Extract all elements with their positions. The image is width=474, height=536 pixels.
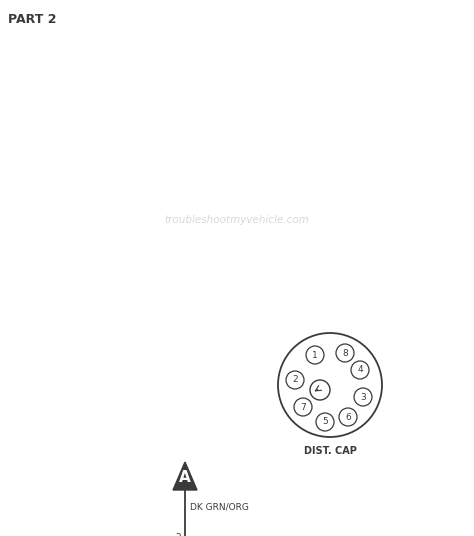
Text: 8: 8: [342, 348, 348, 358]
Text: 6: 6: [345, 413, 351, 421]
Text: 3: 3: [360, 392, 366, 401]
Circle shape: [286, 371, 304, 389]
Text: 7: 7: [300, 403, 306, 412]
Text: A: A: [179, 470, 191, 485]
Polygon shape: [173, 462, 197, 490]
Text: 4: 4: [357, 366, 363, 375]
Text: 2: 2: [292, 376, 298, 384]
Circle shape: [306, 346, 324, 364]
Text: 1: 1: [312, 351, 318, 360]
Text: PART 2: PART 2: [8, 13, 56, 26]
Circle shape: [354, 388, 372, 406]
Text: troubleshootmyvehicle.com: troubleshootmyvehicle.com: [164, 215, 310, 225]
Circle shape: [339, 408, 357, 426]
Text: 5: 5: [322, 418, 328, 427]
Circle shape: [336, 344, 354, 362]
Circle shape: [316, 413, 334, 431]
Circle shape: [351, 361, 369, 379]
Circle shape: [294, 398, 312, 416]
Text: DIST. CAP: DIST. CAP: [303, 446, 356, 456]
Text: DK GRN/ORG: DK GRN/ORG: [190, 503, 249, 511]
Text: 2: 2: [175, 532, 181, 536]
